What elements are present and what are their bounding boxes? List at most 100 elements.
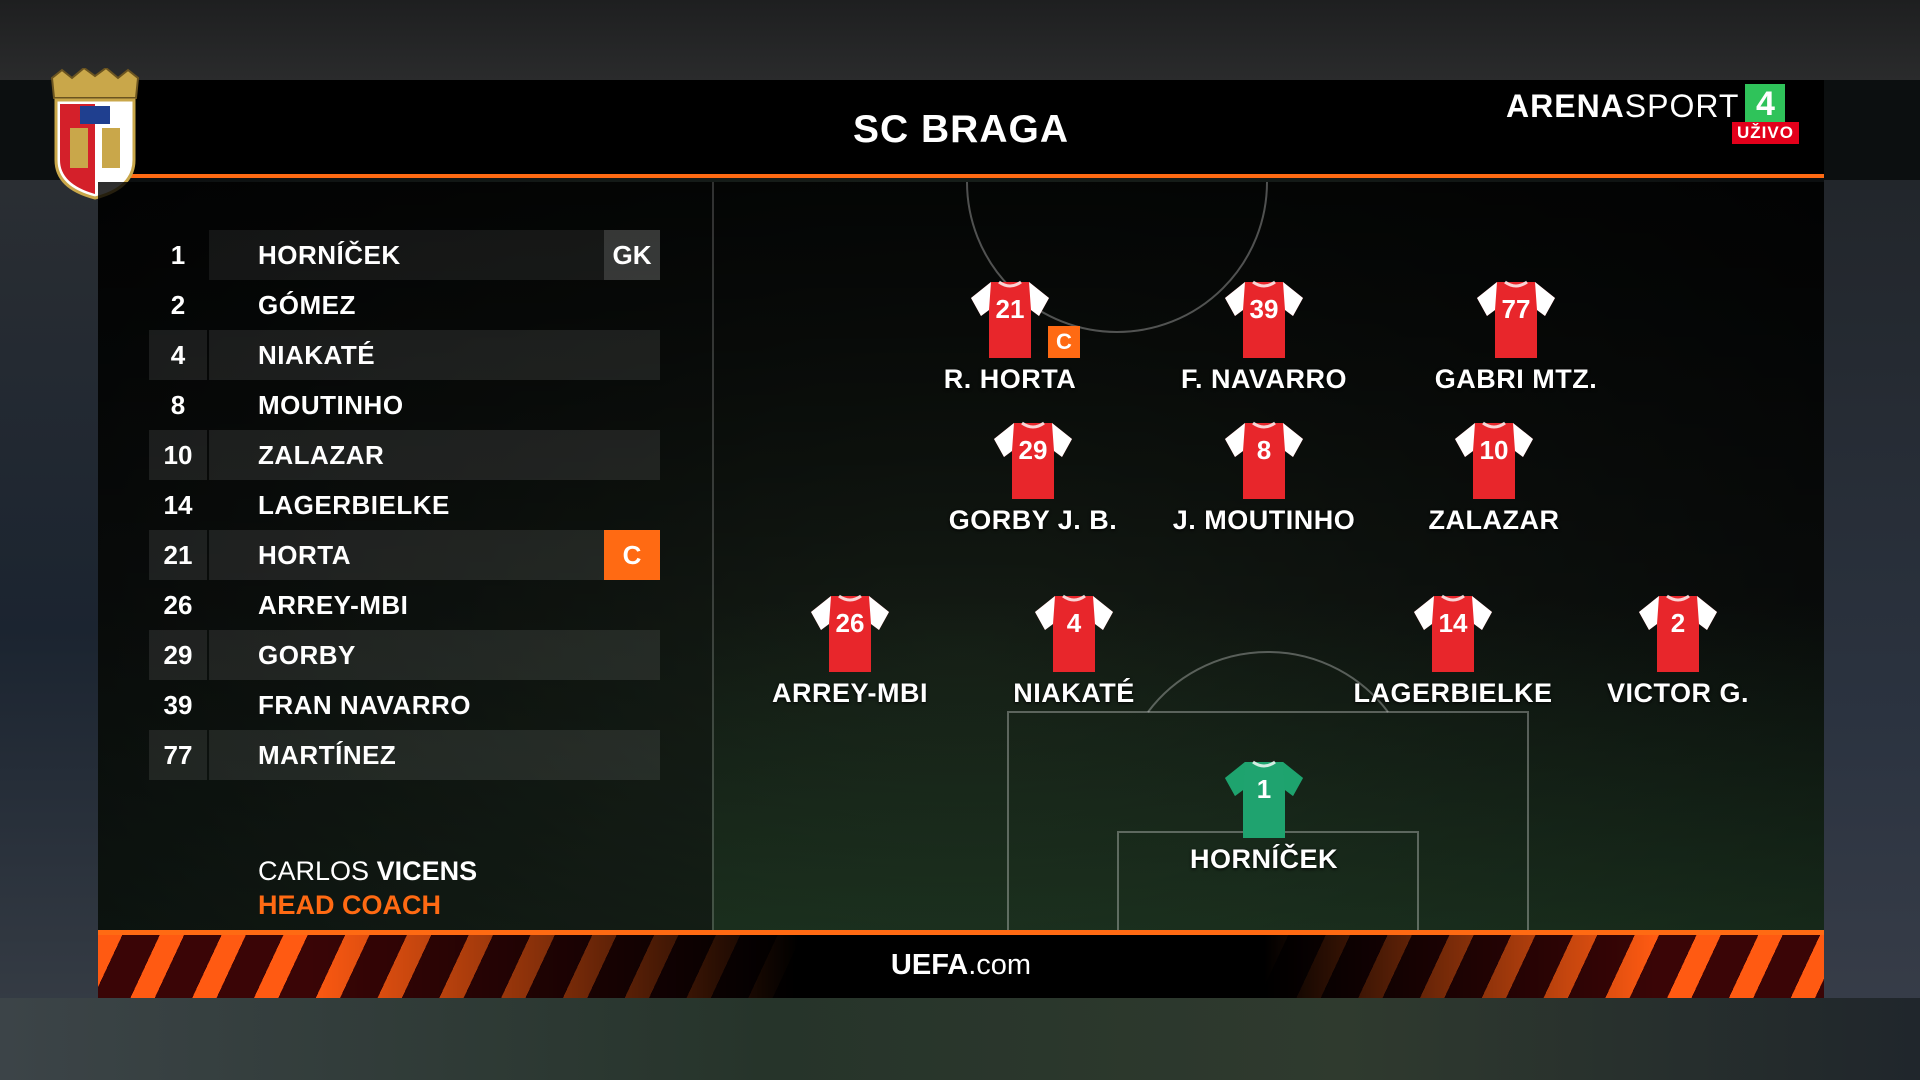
jersey-number: 77 [1502, 294, 1531, 324]
player-name: R. HORTA [943, 364, 1077, 394]
squad-number: 21 [149, 530, 207, 580]
player-name: GABRI MTZ. [1434, 364, 1598, 394]
player-name: LAGERBIELKE [1353, 678, 1553, 708]
player-name: HORNÍČEK [1189, 844, 1338, 874]
squad-row: 39 FRAN NAVARRO [149, 680, 660, 730]
lineup-header: SC BRAGA [98, 80, 1824, 178]
player-name: NIAKATÉ [1013, 678, 1135, 708]
squad-row: 26 ARREY-MBI [149, 580, 660, 630]
broadcaster-name: ARENA [1506, 88, 1625, 124]
goalkeeper-badge: GK [604, 230, 660, 280]
jersey-icon: 26 [811, 594, 889, 672]
stadium-background [0, 0, 1920, 80]
formation-player: 21 R. HORTA C [880, 278, 1140, 395]
uefa-bold: UEFA [890, 949, 969, 981]
sc-braga-crest-icon [50, 68, 140, 200]
footer-bar: UEFA.com [98, 930, 1824, 998]
formation-player: 4 NIAKATÉ [944, 592, 1204, 709]
squad-name: NIAKATÉ [209, 330, 660, 380]
stripes-decoration-right [1264, 935, 1824, 998]
squad-row: 1 HORNÍČEK GK [149, 230, 660, 280]
squad-name: MOUTINHO [258, 390, 404, 420]
squad-number: 2 [170, 290, 186, 320]
squad-number: 77 [149, 730, 207, 780]
squad-row: 10 ZALAZAR [149, 430, 660, 480]
squad-row: 29 GORBY [149, 630, 660, 680]
jersey-icon: 39 [1225, 280, 1303, 358]
uefa-rest: .com [968, 949, 1032, 981]
formation-player: 29 GORBY J. B. [903, 419, 1163, 536]
crowd-right [1824, 180, 1920, 1080]
squad-row: 14 LAGERBIELKE [149, 480, 660, 530]
jersey-icon: 21 [971, 280, 1049, 358]
jersey-icon: 2 [1639, 594, 1717, 672]
squad-name: GORBY [209, 630, 660, 680]
team-title: SC BRAGA [852, 108, 1069, 151]
jersey-number: 26 [836, 608, 865, 638]
player-name: ZALAZAR [1428, 505, 1560, 535]
stripes-decoration-left [98, 935, 798, 998]
squad-name: ZALAZAR [209, 430, 660, 480]
squad-name: GÓMEZ [258, 290, 356, 320]
jersey-icon: 1 [1225, 760, 1303, 838]
squad-list: 1 HORNÍČEK GK 2 GÓMEZ 4 NIAKATÉ 8 MOUTINHO 10… [149, 230, 660, 780]
jersey-number: 4 [1067, 608, 1082, 638]
squad-number: 4 [149, 330, 207, 380]
squad-row: 21 HORTA C [149, 530, 660, 580]
lineup-panel: 1 HORNÍČEK GK 2 GÓMEZ 4 NIAKATÉ 8 MOUTINHO 10… [98, 182, 1824, 930]
squad-number: 14 [163, 490, 193, 520]
squad-name: HORNÍČEK [209, 230, 660, 280]
squad-name: ARREY-MBI [258, 590, 409, 620]
jersey-number: 21 [996, 294, 1025, 324]
panel-divider [712, 182, 714, 930]
jersey-number: 29 [1019, 435, 1048, 465]
formation-player: 10 ZALAZAR [1364, 419, 1624, 536]
captain-badge: C [604, 530, 660, 580]
formation-player: 14 LAGERBIELKE [1323, 592, 1583, 709]
formation-player: 2 VICTOR G. [1548, 592, 1808, 709]
coach-role: HEAD COACH [258, 890, 442, 920]
jersey-icon: 77 [1477, 280, 1555, 358]
jersey-number: 2 [1671, 608, 1685, 638]
squad-row: 77 MARTÍNEZ [149, 730, 660, 780]
broadcaster-name-light: SPORT [1624, 88, 1740, 124]
squad-number: 26 [163, 590, 193, 620]
player-name: F. NAVARRO [1181, 364, 1347, 394]
broadcaster-logo: ARENASPORT 4 [1506, 84, 1786, 144]
squad-name: MARTÍNEZ [209, 730, 660, 780]
formation-player: 77 GABRI MTZ. [1386, 278, 1646, 395]
formation-player: 39 F. NAVARRO [1134, 278, 1394, 395]
jersey-number: 14 [1439, 608, 1468, 638]
squad-number: 8 [170, 390, 186, 420]
jersey-icon: 10 [1455, 421, 1533, 499]
coach-first-name: CARLOS [258, 856, 370, 886]
player-name: J. MOUTINHO [1172, 505, 1356, 535]
captain-badge: C [1048, 326, 1080, 358]
squad-number: 39 [163, 690, 193, 720]
player-name: VICTOR G. [1606, 678, 1750, 708]
uefa-site-label: UEFA.com [98, 949, 1824, 982]
coach-last-name: VICENS [376, 856, 478, 886]
pitch-markings [966, 182, 1529, 930]
jersey-icon: 4 [1035, 594, 1113, 672]
player-name: GORBY J. B. [948, 505, 1118, 535]
jersey-number: 39 [1250, 294, 1279, 324]
live-badge: UŽIVO [1732, 122, 1799, 144]
jersey-number: 10 [1480, 435, 1509, 465]
squad-name: FRAN NAVARRO [258, 690, 472, 720]
player-name: ARREY-MBI [771, 678, 928, 708]
jersey-icon: 8 [1225, 421, 1303, 499]
stadium-ground [0, 998, 1920, 1080]
squad-name: HORTA [209, 530, 660, 580]
formation-player: 1 HORNÍČEK [1134, 758, 1394, 875]
head-coach: CARLOS VICENS HEAD COACH [258, 854, 477, 922]
jersey-number: 8 [1257, 435, 1271, 465]
jersey-number: 1 [1257, 774, 1271, 804]
crowd-left [0, 180, 98, 1080]
squad-number: 1 [170, 240, 186, 270]
squad-row: 2 GÓMEZ [149, 280, 660, 330]
squad-number: 10 [149, 430, 207, 480]
squad-number: 29 [149, 630, 207, 680]
formation-player: 8 J. MOUTINHO [1134, 419, 1394, 536]
squad-row: 4 NIAKATÉ [149, 330, 660, 380]
